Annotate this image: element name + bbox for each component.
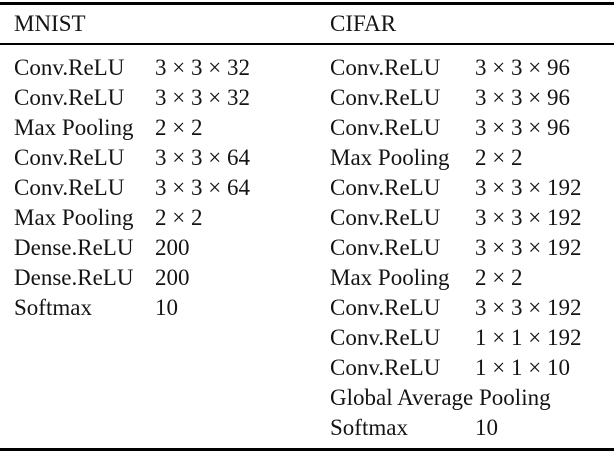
layer-name: Conv.ReLU [14, 85, 125, 110]
layer-size: 2 × 2 [475, 265, 523, 290]
layer-size: 2 × 2 [475, 145, 523, 170]
layer-size: 3 × 3 × 64 [155, 145, 250, 170]
layer-size: 3 × 3 × 32 [155, 55, 250, 80]
layer-name: Max Pooling [14, 205, 134, 230]
column-header-cifar: CIFAR [330, 11, 397, 36]
layer-size: 3 × 3 × 192 [475, 235, 582, 260]
layer-name: Conv.ReLU [14, 175, 125, 200]
table-header-rule [0, 43, 614, 45]
table-row: Conv.ReLU 3 × 3 × 192 [330, 203, 614, 233]
layer-size: 200 [155, 265, 190, 290]
layer-name: Conv.ReLU [330, 355, 441, 380]
layer-name: Max Pooling [330, 265, 450, 290]
layer-name: Softmax [14, 295, 92, 320]
table-row: Softmax 10 [14, 293, 330, 323]
table-row: Conv.ReLU 3 × 3 × 32 [14, 83, 330, 113]
layer-size: 3 × 3 × 32 [155, 85, 250, 110]
mnist-column: Conv.ReLU 3 × 3 × 32 Conv.ReLU 3 × 3 × 3… [14, 53, 330, 323]
table-row: Max Pooling 2 × 2 [330, 263, 614, 293]
table-row: Conv.ReLU 3 × 3 × 96 [330, 53, 614, 83]
table-row: Conv.ReLU 3 × 3 × 192 [330, 233, 614, 263]
layer-name: Max Pooling [330, 145, 450, 170]
layer-size: 3 × 3 × 96 [475, 55, 570, 80]
table-row: Dense.ReLU 200 [14, 263, 330, 293]
layer-size: 10 [155, 295, 178, 320]
table-row: Conv.ReLU 3 × 3 × 192 [330, 173, 614, 203]
layer-size: 3 × 3 × 192 [475, 295, 582, 320]
layer-size: 3 × 3 × 192 [475, 175, 582, 200]
layer-name: Global Average Pooling [330, 385, 551, 410]
layer-size: 10 [475, 415, 498, 440]
layer-size: 3 × 3 × 96 [475, 115, 570, 140]
table-bottom-rule [0, 448, 614, 451]
layer-name: Conv.ReLU [14, 55, 125, 80]
layer-name: Conv.ReLU [330, 205, 441, 230]
layer-size [551, 383, 614, 413]
table-row: Conv.ReLU 3 × 3 × 192 [330, 293, 614, 323]
column-header-mnist: MNIST [14, 11, 86, 36]
layer-size: 3 × 3 × 96 [475, 85, 570, 110]
table-row: Conv.ReLU 3 × 3 × 64 [14, 143, 330, 173]
table-row: Softmax 10 [330, 413, 614, 443]
layer-name: Conv.ReLU [330, 115, 441, 140]
table-row: Max Pooling 2 × 2 [14, 203, 330, 233]
layer-size: 2 × 2 [155, 115, 203, 140]
table-row: Global Average Pooling [330, 383, 614, 413]
layer-name: Conv.ReLU [330, 85, 441, 110]
table-row: Max Pooling 2 × 2 [330, 143, 614, 173]
cifar-column: Conv.ReLU 3 × 3 × 96 Conv.ReLU 3 × 3 × 9… [330, 53, 614, 443]
layer-name: Softmax [330, 415, 408, 440]
table-row: Conv.ReLU 3 × 3 × 96 [330, 83, 614, 113]
table-top-rule [0, 2, 614, 5]
layer-size: 200 [155, 235, 190, 260]
table-row: Conv.ReLU 1 × 1 × 192 [330, 323, 614, 353]
table-row: Dense.ReLU 200 [14, 233, 330, 263]
layer-name: Conv.ReLU [330, 295, 441, 320]
layer-size: 2 × 2 [155, 205, 203, 230]
table-row: Conv.ReLU 3 × 3 × 96 [330, 113, 614, 143]
layer-name: Conv.ReLU [330, 325, 441, 350]
layer-name: Conv.ReLU [330, 55, 441, 80]
layer-name: Conv.ReLU [330, 235, 441, 260]
table-row: Max Pooling 2 × 2 [14, 113, 330, 143]
layer-name: Conv.ReLU [14, 145, 125, 170]
layer-size: 1 × 1 × 192 [475, 325, 582, 350]
layer-size: 1 × 1 × 10 [475, 355, 570, 380]
table-row: Conv.ReLU 3 × 3 × 32 [14, 53, 330, 83]
layer-name: Max Pooling [14, 115, 134, 140]
layer-size: 3 × 3 × 192 [475, 205, 582, 230]
table-row: Conv.ReLU 1 × 1 × 10 [330, 353, 614, 383]
table-row: Conv.ReLU 3 × 3 × 64 [14, 173, 330, 203]
layer-name: Conv.ReLU [330, 175, 441, 200]
layer-name: Dense.ReLU [14, 265, 134, 290]
layer-name: Dense.ReLU [14, 235, 134, 260]
layer-size: 3 × 3 × 64 [155, 175, 250, 200]
